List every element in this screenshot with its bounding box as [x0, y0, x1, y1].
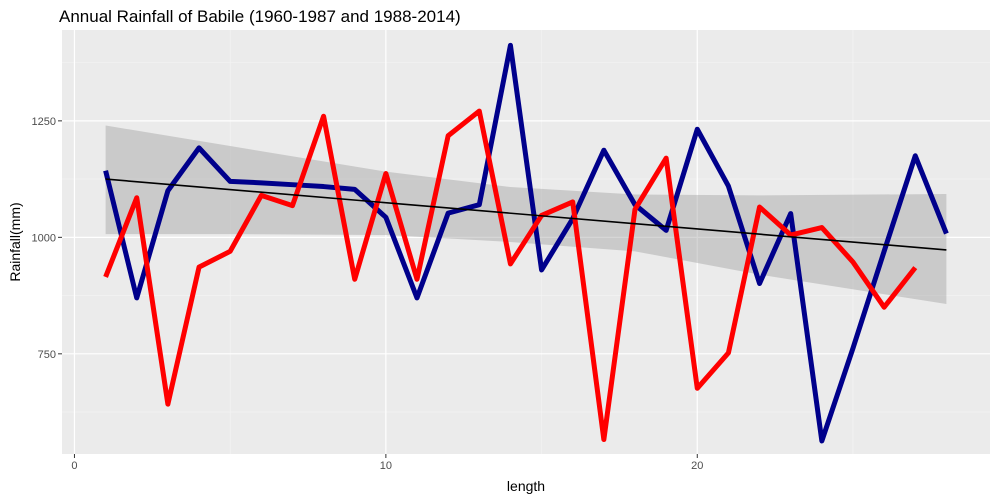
- trend-line: [105, 178, 947, 251]
- series-group: [103, 108, 918, 443]
- x-axis-title: length: [507, 478, 545, 494]
- x-axis-ticks: 0 10 20: [71, 454, 703, 472]
- series-group: [103, 42, 949, 444]
- series-layer: [103, 42, 949, 444]
- trend-layer: [105, 178, 947, 251]
- y-tick-label: 750: [38, 349, 56, 361]
- y-axis-title: Rainfall(mm): [7, 202, 23, 281]
- y-tick-label: 1000: [32, 232, 56, 244]
- y-tick-label: 1250: [32, 116, 56, 128]
- x-tick-label: 10: [380, 460, 392, 472]
- series-line: [103, 42, 949, 444]
- x-tick-label: 20: [691, 460, 703, 472]
- y-axis-ticks: 750 1000 1250: [32, 116, 62, 361]
- chart-title: Annual Rainfall of Babile (1960-1987 and…: [59, 7, 461, 26]
- x-tick-label: 0: [71, 460, 77, 472]
